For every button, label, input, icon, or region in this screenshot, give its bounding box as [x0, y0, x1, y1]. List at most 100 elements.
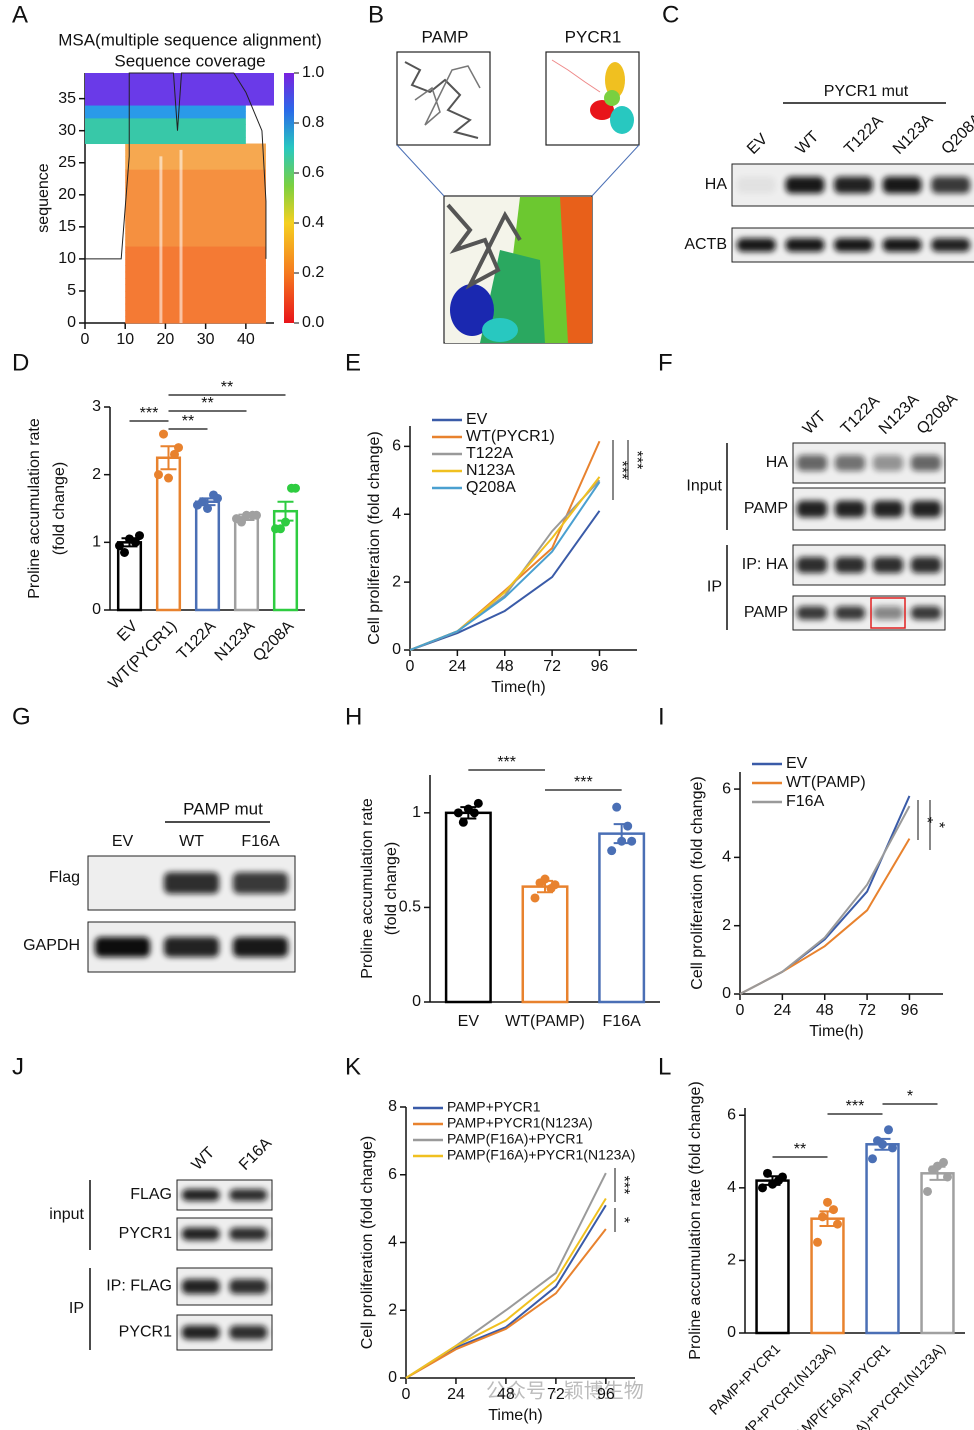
- x-tick-label: EV: [458, 1013, 480, 1030]
- annotation-label: *: [918, 817, 935, 823]
- alignment-row: [125, 246, 266, 253]
- blot-band: [163, 872, 220, 894]
- y-tick-label: 6: [722, 780, 731, 797]
- data-point: [203, 504, 212, 513]
- watermark: 公众号 · 颖博生物: [486, 1379, 644, 1402]
- legend-label: Q208A: [466, 479, 516, 496]
- data-point: [164, 473, 173, 483]
- blot-band: [834, 500, 866, 518]
- series-line: [409, 510, 601, 651]
- alignment-row: [125, 290, 266, 298]
- row-label: Flag: [49, 869, 80, 886]
- x-tick-label: 72: [543, 658, 561, 675]
- alignment-row: [125, 303, 266, 311]
- bar: [920, 1172, 955, 1335]
- x-tick-label: 10: [116, 331, 134, 348]
- data-point: [617, 836, 627, 846]
- coverage-line: [85, 72, 267, 260]
- panel-label: C: [662, 1, 679, 28]
- blot-band: [834, 238, 873, 252]
- alignment-row: [125, 169, 266, 177]
- data-point: [115, 541, 124, 551]
- y-tick-label: 6: [392, 438, 401, 455]
- blot-band: [882, 238, 922, 252]
- lane-label: WT: [179, 833, 204, 850]
- legend-label: EV: [786, 755, 808, 772]
- row-label: IP: HA: [742, 556, 789, 573]
- data-point: [829, 1205, 838, 1215]
- data-point: [763, 1168, 772, 1178]
- data-point: [281, 517, 290, 527]
- colorbar: [284, 73, 294, 323]
- x-tick-label: 30: [197, 331, 215, 348]
- alignment-row: [125, 188, 266, 196]
- structure-label: PYCR1: [565, 27, 622, 46]
- y-axis-label: Proline accumulation rate (fold change): [687, 1081, 704, 1359]
- lane-label: EV: [112, 833, 134, 850]
- alignment-gap: [159, 156, 163, 323]
- data-point: [818, 1212, 827, 1222]
- bar: [444, 811, 492, 1004]
- alignment-row: [85, 137, 246, 145]
- bar: [598, 832, 646, 1004]
- lane-label: N123A: [890, 111, 937, 158]
- legend-label: PAMP(F16A)+PYCR1: [447, 1131, 583, 1147]
- significance-label: ***: [140, 405, 159, 422]
- colorbar-tick-label: 0.0: [302, 314, 324, 331]
- data-point: [276, 524, 285, 534]
- blot-band: [785, 176, 825, 194]
- x-tick-label: 48: [497, 1386, 515, 1403]
- lane-label: EV: [744, 130, 771, 157]
- y-tick-label: 30: [58, 122, 76, 139]
- x-tick-label: 72: [858, 1002, 876, 1019]
- x-tick-label: EV: [114, 618, 141, 645]
- alignment-row: [125, 201, 266, 209]
- row-label: ACTB: [684, 236, 727, 253]
- blot-band: [181, 1279, 220, 1294]
- y-tick-label: 25: [58, 154, 76, 171]
- alignment-row: [125, 220, 266, 228]
- panel-label: H: [345, 703, 362, 730]
- y-tick-label: 0: [67, 314, 76, 331]
- x-tick-label: 96: [901, 1002, 919, 1019]
- blot-band: [796, 557, 828, 573]
- legend-label: WT(PAMP): [786, 774, 866, 791]
- y-tick-label: 35: [58, 90, 76, 107]
- x-tick-label: 96: [591, 658, 609, 675]
- data-point: [540, 874, 550, 884]
- y-tick-label: 2: [392, 573, 401, 590]
- blot-band: [834, 176, 873, 194]
- y-axis-label: sequence: [35, 163, 52, 232]
- data-point: [287, 483, 296, 493]
- blot-band: [229, 1279, 268, 1294]
- annotation-label: ***: [628, 451, 645, 470]
- blot-band: [94, 937, 151, 957]
- group-label: Input: [686, 478, 722, 495]
- data-point: [823, 1197, 832, 1207]
- data-point: [242, 510, 251, 520]
- blot-band: [796, 606, 828, 620]
- colorbar-tick-label: 0.6: [302, 164, 324, 181]
- legend-label: T122A: [466, 445, 513, 462]
- group-label: PYCR1 mut: [824, 83, 909, 100]
- y-tick-label: 8: [388, 1098, 397, 1115]
- data-point: [933, 1161, 942, 1171]
- y-tick-label: 5: [67, 282, 76, 299]
- y-axis-label: Cell proliferation (fold change): [359, 1136, 376, 1349]
- lane-label: Q208A: [914, 390, 961, 437]
- significance-label: **: [221, 379, 233, 396]
- x-tick-label: 0: [402, 1386, 411, 1403]
- data-point: [868, 1154, 877, 1164]
- panel-label: A: [12, 1, 28, 28]
- alignment-row: [125, 265, 266, 273]
- annotation-label: ***: [615, 1176, 632, 1195]
- blot-band: [796, 500, 828, 518]
- series-line: [409, 476, 601, 651]
- x-tick-label: 20: [157, 331, 175, 348]
- y-tick-label: 0: [388, 1369, 397, 1386]
- data-point: [813, 1237, 822, 1247]
- series-line: [739, 805, 911, 995]
- x-tick-label: WT(PAMP): [505, 1013, 585, 1030]
